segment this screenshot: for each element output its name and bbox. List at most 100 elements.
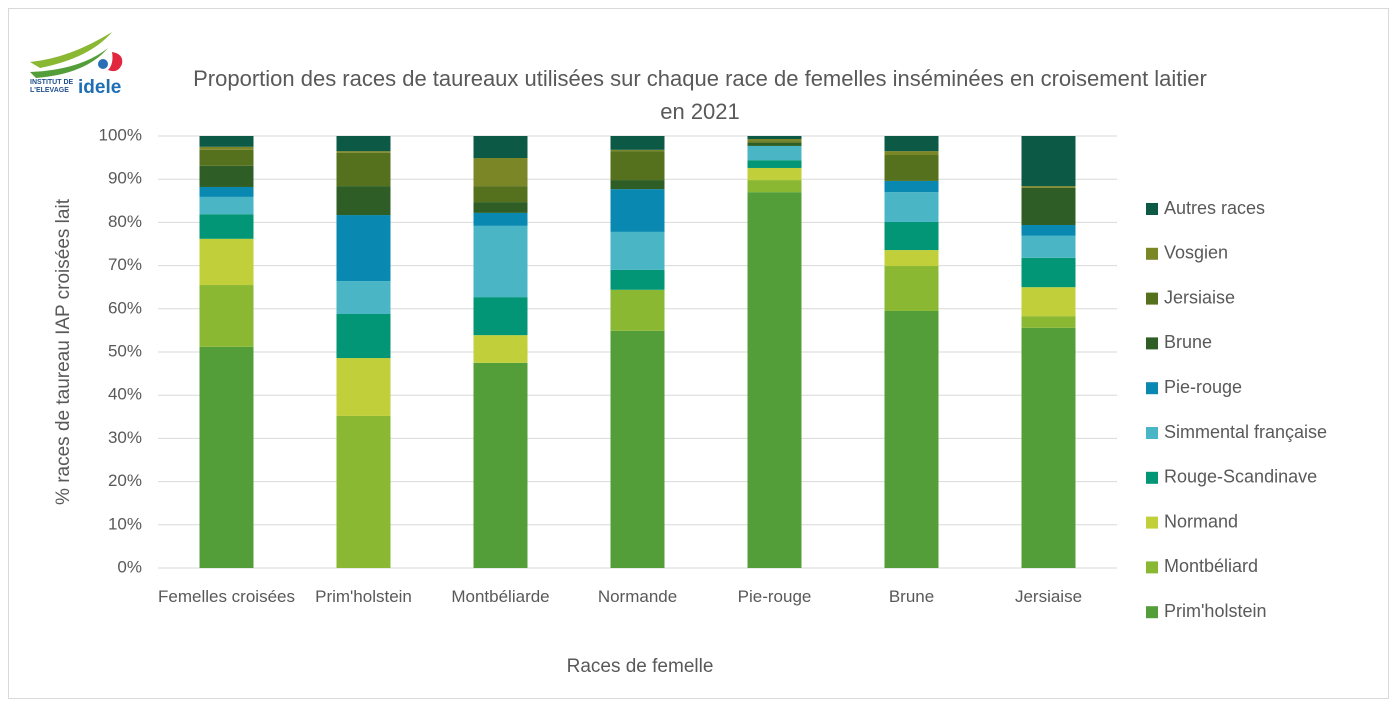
logo-brand: idele [78, 77, 121, 98]
bar-segment [1021, 235, 1076, 258]
bar-segment [747, 180, 802, 193]
bar-segment [610, 136, 665, 150]
bar-segment [1021, 287, 1076, 317]
y-tick-label: 10% [108, 514, 142, 533]
legend-swatch [1146, 247, 1158, 260]
bar-segment [336, 215, 391, 282]
bar-segment [884, 250, 939, 267]
bar-segment [884, 180, 939, 193]
bar-segment [1021, 187, 1076, 225]
x-tick-label: Femelles croisées [158, 587, 295, 606]
bar-segment [336, 313, 391, 359]
bar-segment [336, 151, 391, 153]
legend-swatch [1146, 203, 1158, 215]
bar-segment [747, 160, 802, 168]
y-tick-label: 40% [108, 385, 142, 404]
bar-segment [747, 141, 802, 143]
legend-label: Autres races [1164, 198, 1265, 218]
logo-text: INSTITUT DE [30, 79, 73, 86]
bar-segment [610, 289, 665, 331]
legend-swatch [1146, 606, 1158, 619]
bar-segment [610, 269, 665, 290]
bar-segment [884, 310, 939, 568]
bar-segment [747, 192, 802, 568]
bar-segment [884, 266, 939, 311]
bar-segment [610, 149, 665, 152]
bar-segment [473, 362, 528, 568]
y-tick-label: 70% [108, 255, 142, 274]
y-tick-label: 50% [108, 341, 142, 360]
y-tick-label: 80% [108, 212, 142, 231]
x-tick-label: Jersiaise [1014, 587, 1083, 606]
bar-segment [473, 297, 528, 336]
x-tick-label: Pie-rouge [737, 587, 812, 606]
legend-label: Simmental française [1164, 422, 1327, 442]
bar-segment [336, 152, 391, 187]
x-tick-label: Brune [888, 587, 935, 606]
bar-segment [1021, 224, 1076, 236]
legend-label: Montbéliard [1164, 556, 1258, 576]
bar-segment [336, 186, 391, 216]
bar-segment [199, 136, 254, 147]
legend-label: Rouge-Scandinave [1164, 467, 1317, 487]
bar-segment [1021, 257, 1076, 288]
logo-swoosh [30, 32, 112, 68]
bar-segment [473, 186, 528, 203]
bar-segment [473, 225, 528, 298]
bar-segment [336, 136, 391, 152]
y-tick-label: 20% [108, 471, 142, 490]
bar-segment [884, 151, 939, 156]
bar-segment [473, 202, 528, 213]
logo-drop [108, 52, 123, 72]
legend-label: Brune [1164, 332, 1212, 352]
x-tick-label: Prim'holstein [315, 587, 412, 606]
bar-segment [199, 285, 254, 347]
bar-segment [199, 214, 254, 239]
bar-segment [199, 196, 254, 215]
legend-swatch [1146, 292, 1158, 305]
bar-segment [199, 149, 254, 166]
bar-segment [199, 165, 254, 187]
legend-swatch [1146, 427, 1158, 439]
legend-label: Vosgien [1164, 243, 1228, 263]
y-axis-title: % races de taureau IAP croisées lait [53, 198, 74, 505]
bar-segment [610, 330, 665, 568]
logo-swoosh [30, 48, 108, 78]
bar-segment [747, 139, 802, 142]
logo-text: L'ELEVAGE [30, 87, 69, 94]
x-tick-label: Normande [597, 587, 678, 606]
legend-swatch [1146, 382, 1158, 395]
bar-segment [199, 186, 254, 197]
bar-segment [473, 136, 528, 159]
bar-segment [610, 180, 665, 190]
y-tick-label: 90% [108, 169, 142, 188]
bar-segment [199, 146, 254, 150]
bar-segment [199, 346, 254, 568]
chart-title: Proportion des races de taureaux utilisé… [193, 66, 1207, 124]
legend-label: Pie-rouge [1164, 377, 1242, 397]
legend-label: Prim'holstein [1164, 601, 1266, 621]
bar-segment [473, 212, 528, 226]
x-axis-title: Races de femelle [566, 656, 714, 677]
bar-segment [610, 151, 665, 181]
bar-segment [336, 281, 391, 314]
legend-swatch [1146, 337, 1158, 350]
x-tick-label: Montbéliarde [451, 587, 550, 606]
legend-label: Jersiaise [1164, 287, 1235, 307]
y-tick-label: 100% [99, 125, 142, 144]
bar-segment [473, 158, 528, 187]
legend-label: Normand [1164, 511, 1238, 531]
bar-segment [1021, 327, 1076, 568]
bar-segment [884, 155, 939, 181]
y-tick-label: 0% [117, 557, 142, 576]
bar-segment [747, 167, 802, 181]
bar-segment [747, 142, 802, 146]
bar-segment [884, 192, 939, 222]
bar-segment [336, 358, 391, 416]
bar-segment [610, 231, 665, 270]
logo-dot [98, 59, 108, 69]
legend-swatch [1146, 471, 1158, 484]
bar-segment [747, 136, 802, 140]
